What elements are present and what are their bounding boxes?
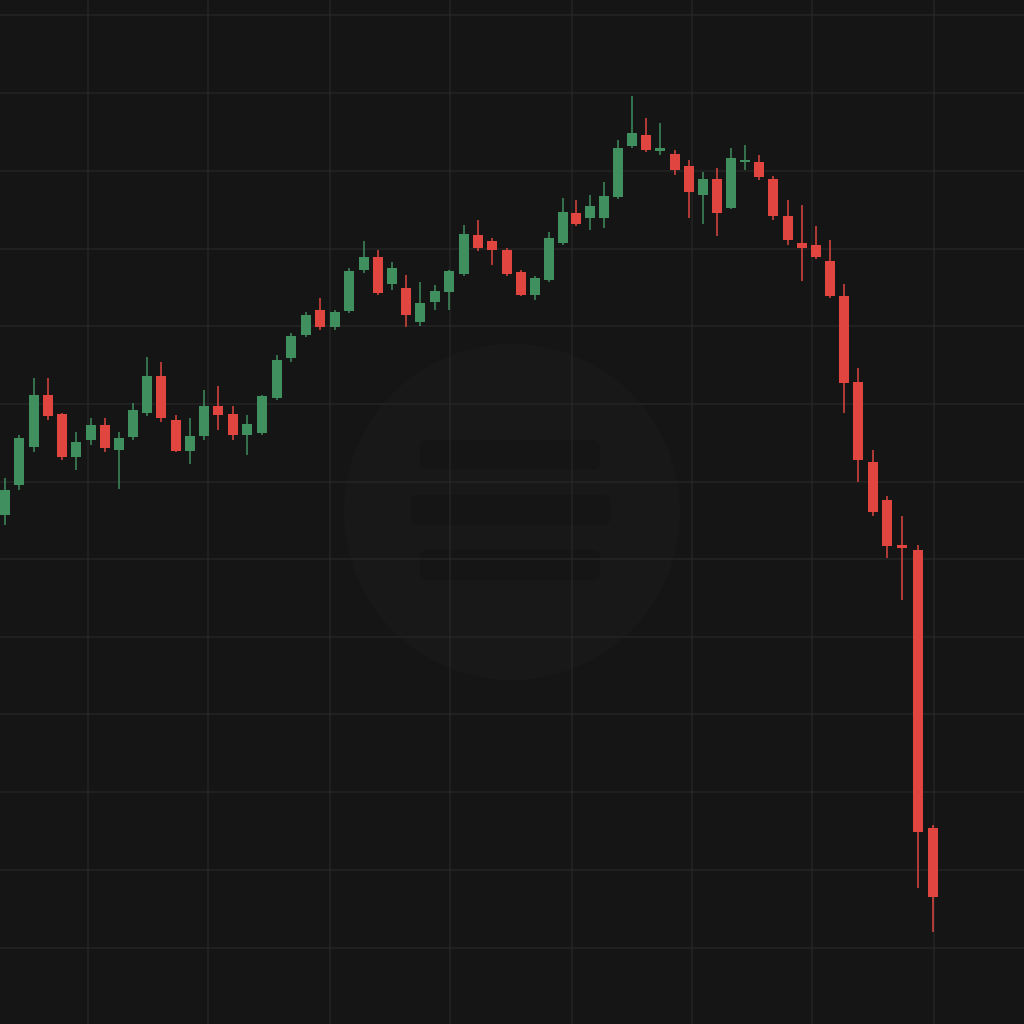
candle-body [415, 303, 425, 322]
candle-body [114, 438, 124, 450]
candle-body [613, 148, 623, 197]
candle-body [473, 235, 483, 248]
candle-body [86, 425, 96, 440]
candle-body [185, 436, 195, 451]
candle-body [882, 500, 892, 546]
candle-body [641, 135, 651, 150]
candle-body [242, 424, 252, 435]
candle-body [57, 414, 67, 457]
candle-body [811, 245, 821, 257]
candle-body [839, 296, 849, 383]
candle-body [726, 158, 736, 208]
candle-body [670, 154, 680, 170]
candle-body [544, 238, 554, 280]
candle-body [301, 315, 311, 335]
candle-body [156, 376, 166, 418]
candle-body [768, 179, 778, 216]
watermark-bar [410, 495, 610, 525]
watermark-bar [420, 550, 600, 580]
candle-body [14, 438, 24, 485]
candle-body [401, 288, 411, 315]
candle-body [783, 216, 793, 240]
candle-body [853, 382, 863, 460]
candle-body [199, 406, 209, 436]
candle-body [0, 490, 10, 515]
candle-body [868, 462, 878, 512]
candle-body [797, 243, 807, 248]
candles [0, 96, 938, 932]
candle-body [459, 234, 469, 274]
candle-body [373, 257, 383, 293]
candle-body [698, 179, 708, 195]
candle-body [571, 213, 581, 224]
candle-body [444, 271, 454, 292]
candle-body [430, 291, 440, 302]
candle-body [387, 268, 397, 284]
candle-body [585, 206, 595, 218]
candle-body [754, 162, 764, 177]
candle-body [740, 160, 750, 162]
candle-body [502, 250, 512, 274]
candle-body [330, 312, 340, 327]
candle-body [43, 395, 53, 416]
candle-body [286, 336, 296, 358]
candle-body [825, 261, 835, 296]
candle-body [257, 396, 267, 433]
candle-body [487, 241, 497, 250]
candle-body [712, 179, 722, 213]
candle-body [228, 414, 238, 435]
watermark [344, 344, 680, 680]
candle-body [530, 278, 540, 295]
candle-body [897, 545, 907, 548]
candle-body [71, 442, 81, 457]
candle-body [599, 196, 609, 218]
candle-body [100, 425, 110, 448]
candle-body [516, 272, 526, 295]
candle-body [213, 406, 223, 415]
candle-body [558, 212, 568, 243]
watermark-bar [420, 440, 600, 470]
candle-body [128, 410, 138, 437]
candle-body [928, 828, 938, 897]
candle-body [684, 166, 694, 192]
candle-body [315, 310, 325, 327]
candle-body [359, 257, 369, 270]
candle-body [344, 271, 354, 311]
candle-body [272, 360, 282, 398]
candle-body [655, 148, 665, 151]
candle-body [913, 550, 923, 832]
candle-body [627, 133, 637, 146]
watermark-circle [344, 344, 680, 680]
candle-body [29, 395, 39, 447]
candle-body [171, 420, 181, 451]
candle-body [142, 376, 152, 413]
